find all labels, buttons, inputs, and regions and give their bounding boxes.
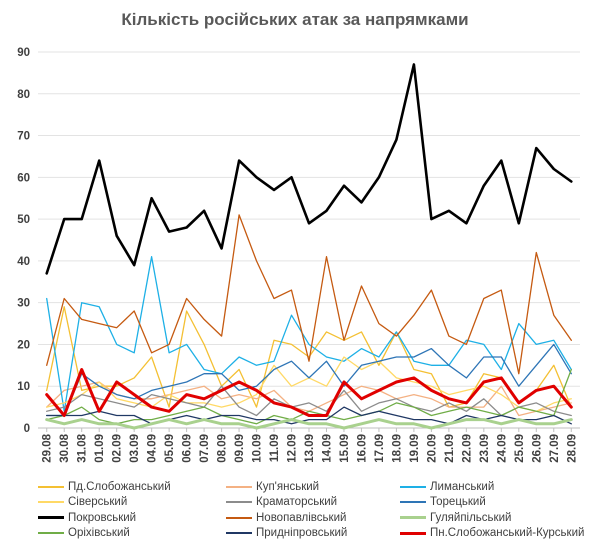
legend-item: Придніпровський bbox=[226, 526, 347, 541]
legend-item: Пд.Слобожанський bbox=[38, 479, 171, 494]
legend-swatch bbox=[400, 516, 426, 519]
legend-swatch bbox=[38, 532, 64, 534]
x-tick-label: 25.09 bbox=[514, 434, 526, 463]
legend-item: Лиманський bbox=[400, 479, 494, 494]
legend-label: Пн.Слобожанський-Курський bbox=[430, 527, 585, 539]
legend-label: Пд.Слобожанський bbox=[68, 480, 171, 493]
y-tick-label: 70 bbox=[17, 131, 30, 143]
x-tick-label: 27.09 bbox=[549, 434, 561, 463]
legend-item: Куп'янський bbox=[226, 479, 319, 494]
x-tick-label: 08.09 bbox=[217, 434, 229, 463]
x-tick-label: 22.09 bbox=[461, 434, 473, 463]
legend-label: Придніпровський bbox=[256, 527, 348, 539]
series-line bbox=[46, 306, 572, 408]
x-tick-label: 09.09 bbox=[234, 434, 246, 463]
legend-label: Новопавлівський bbox=[256, 511, 347, 524]
x-tick-label: 16.09 bbox=[356, 434, 368, 463]
legend-item: Торецький bbox=[400, 495, 486, 510]
legend-item: Новопавлівський bbox=[226, 510, 346, 525]
x-tick-label: 02.09 bbox=[112, 434, 124, 463]
chart-title: Кількість російських атак за напрямками bbox=[121, 10, 469, 29]
x-tick-label: 15.09 bbox=[339, 434, 351, 463]
x-tick-label: 28.09 bbox=[566, 434, 578, 463]
legend-swatch bbox=[38, 485, 64, 488]
series-line bbox=[45, 368, 573, 417]
legend-item: Сіверський bbox=[38, 495, 127, 510]
y-tick-label: 30 bbox=[17, 298, 30, 310]
x-tick-label: 21.09 bbox=[444, 434, 456, 463]
line-chart: 0 10 20 30 40 50 60 70 80 90 29.08 30.08 31.08 01.09 0… bbox=[17, 47, 580, 463]
series-line bbox=[45, 418, 573, 430]
x-tick-label: 18.09 bbox=[391, 434, 403, 463]
legend-swatch bbox=[226, 501, 252, 503]
legend-label: Куп'янський bbox=[256, 480, 320, 493]
x-tick-label: 05.09 bbox=[164, 434, 176, 463]
series-line bbox=[46, 214, 572, 375]
x-tick-label: 11.09 bbox=[269, 434, 281, 462]
legend-item: Оріхівський bbox=[38, 526, 130, 541]
x-tick-label: 10.09 bbox=[252, 434, 264, 463]
legend-item: Пн.Слобожанський-Курський bbox=[400, 526, 584, 541]
legend-item: Гуляйпільський bbox=[400, 510, 511, 525]
legend-label: Оріхівський bbox=[68, 527, 130, 539]
legend-swatch bbox=[226, 532, 252, 534]
legend-item: Покровський bbox=[38, 510, 136, 525]
legend-item: Краматорський bbox=[226, 495, 337, 510]
y-tick-label: 20 bbox=[17, 339, 30, 351]
legend-swatch bbox=[226, 485, 252, 488]
x-tick-label: 13.09 bbox=[304, 434, 316, 463]
x-tick-label: 31.08 bbox=[77, 433, 89, 462]
legend-swatch bbox=[226, 516, 252, 519]
y-tick-label: 40 bbox=[17, 256, 30, 268]
legend-swatch bbox=[38, 501, 64, 503]
x-tick-label: 20.09 bbox=[426, 434, 438, 463]
series-line bbox=[46, 343, 572, 417]
y-tick-label: 0 bbox=[24, 423, 30, 435]
y-tick-label: 80 bbox=[17, 89, 30, 101]
series-line bbox=[46, 256, 572, 412]
y-tick-label: 90 bbox=[17, 47, 30, 59]
legend-swatch bbox=[400, 485, 426, 488]
legend-label: Покровський bbox=[68, 511, 137, 524]
legend-label: Краматорський bbox=[256, 496, 338, 508]
x-tick-label: 26.09 bbox=[531, 434, 543, 463]
legend-label: Торецький bbox=[430, 496, 486, 508]
x-tick-label: 14.09 bbox=[321, 434, 333, 463]
x-tick-label: 23.09 bbox=[479, 434, 491, 463]
legend-label: Гуляйпільський bbox=[430, 511, 512, 524]
x-tick-label: 24.09 bbox=[496, 434, 508, 463]
series-line bbox=[45, 63, 573, 275]
legend-label: Лиманський bbox=[430, 480, 495, 493]
legend-label: Сіверський bbox=[68, 496, 128, 508]
x-tick-label: 19.09 bbox=[409, 434, 421, 463]
x-tick-label: 17.09 bbox=[374, 434, 386, 463]
x-tick-label: 07.09 bbox=[199, 434, 211, 463]
y-tick-label: 10 bbox=[17, 381, 30, 393]
series-line bbox=[46, 385, 572, 417]
legend-swatch bbox=[38, 516, 64, 519]
x-tick-label: 06.09 bbox=[182, 434, 194, 463]
y-tick-label: 60 bbox=[17, 172, 30, 184]
y-tick-label: 50 bbox=[17, 214, 30, 226]
x-tick-label: 03.09 bbox=[129, 434, 141, 463]
x-tick-label: 12.09 bbox=[287, 434, 299, 463]
legend-swatch bbox=[400, 501, 426, 503]
series-line bbox=[46, 368, 572, 425]
x-tick-label: 04.09 bbox=[147, 434, 159, 463]
x-tick-label: 30.08 bbox=[59, 433, 71, 462]
legend-swatch bbox=[400, 531, 426, 535]
x-tick-label: 01.09 bbox=[94, 434, 106, 463]
x-tick-label: 29.08 bbox=[42, 433, 54, 462]
chart-legend: Пд.Слобожанський Куп'янський Лиманський Сів… bbox=[0, 479, 590, 540]
